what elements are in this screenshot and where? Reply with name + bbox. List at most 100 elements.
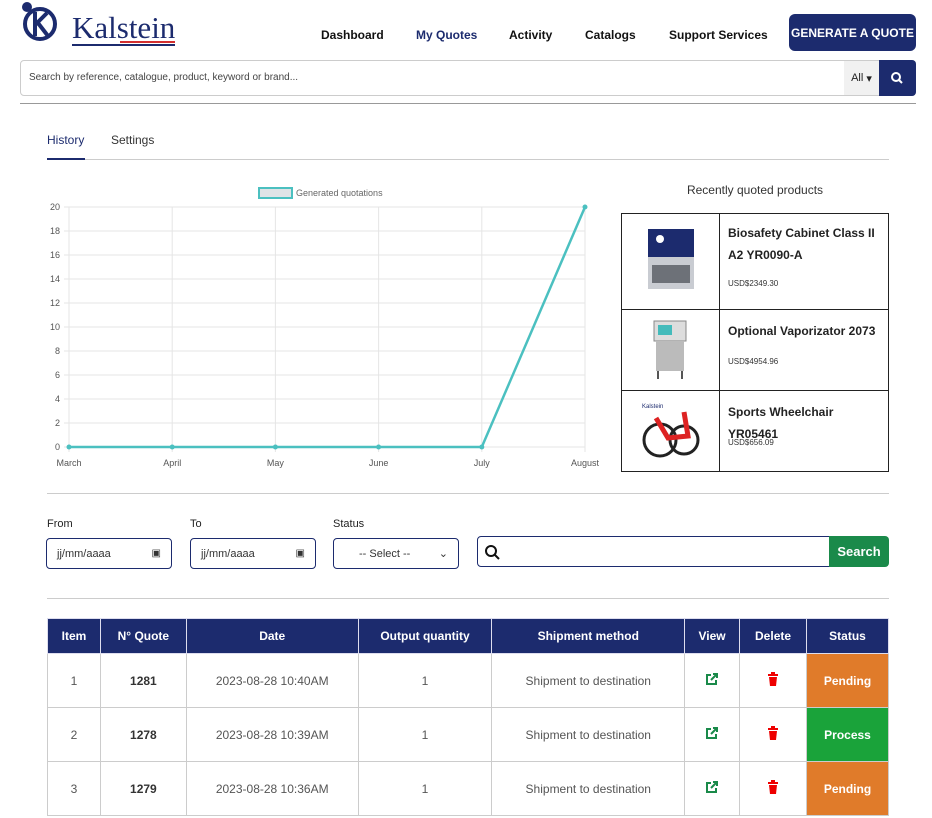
row-divider — [621, 390, 889, 391]
delete-icon[interactable] — [767, 780, 779, 794]
tab[interactable]: Settings — [111, 133, 154, 147]
column-header: Status — [807, 619, 889, 654]
search-button[interactable]: Search — [829, 536, 889, 567]
scope-text: All — [851, 72, 863, 84]
search-button[interactable] — [879, 60, 916, 96]
column-header: N° Quote — [100, 619, 186, 654]
column-header: Delete — [740, 619, 807, 654]
product-price: USD$2349.30 — [728, 279, 778, 288]
nav-link[interactable]: Support Services — [669, 28, 768, 42]
quantity-cell: 1 — [358, 708, 492, 762]
search-icon — [482, 542, 502, 562]
delete-cell — [740, 708, 807, 762]
x-tick-label: June — [369, 458, 389, 468]
data-point — [170, 445, 175, 450]
y-tick-label: 18 — [50, 226, 60, 236]
from-input[interactable]: jj/mm/aaaa▣ — [46, 538, 172, 569]
product-image — [640, 315, 700, 385]
select-text: -- Select -- — [359, 548, 410, 560]
view-icon[interactable] — [705, 780, 719, 794]
search-field[interactable] — [477, 536, 837, 567]
nav-link[interactable]: Dashboard — [321, 28, 384, 42]
generate-quote-button[interactable]: GENERATE A QUOTE — [789, 14, 916, 51]
product-image: Kalstein — [638, 398, 702, 464]
column-header: Output quantity — [358, 619, 492, 654]
divider — [47, 598, 889, 599]
x-tick-label: March — [56, 458, 81, 468]
to-input[interactable]: jj/mm/aaaa▣ — [190, 538, 316, 569]
quote-cell: 1278 — [100, 708, 186, 762]
product-name[interactable]: Optional Vaporizator 2073 — [728, 320, 883, 342]
shipment-cell: Shipment to destination — [492, 654, 685, 708]
view-icon[interactable] — [705, 726, 719, 740]
delete-icon[interactable] — [767, 726, 779, 740]
quote-cell: 1281 — [100, 654, 186, 708]
shipment-cell: Shipment to destination — [492, 762, 685, 816]
y-tick-label: 14 — [50, 274, 60, 284]
data-point — [479, 445, 484, 450]
divider — [20, 103, 916, 104]
date-cell: 2023-08-28 10:40AM — [186, 654, 358, 708]
column-header: Shipment method — [492, 619, 685, 654]
status-cell: Pending — [807, 762, 889, 816]
search-icon — [879, 60, 916, 96]
delete-cell — [740, 654, 807, 708]
product-name[interactable]: Biosafety Cabinet Class II A2 YR0090-A — [728, 222, 883, 266]
quote-cell: 1279 — [100, 762, 186, 816]
row-divider — [621, 309, 889, 310]
logo-text: Kalstein — [72, 10, 175, 46]
table-row: 112812023-08-28 10:40AM1Shipment to dest… — [48, 654, 889, 708]
date-placeholder: jj/mm/aaaa — [201, 548, 255, 560]
x-tick-label: August — [571, 458, 600, 468]
view-cell — [685, 762, 740, 816]
item-cell: 2 — [48, 708, 101, 762]
y-tick-label: 6 — [55, 370, 60, 380]
delete-cell — [740, 762, 807, 816]
shipment-cell: Shipment to destination — [492, 708, 685, 762]
recent-title: Recently quoted products — [621, 183, 889, 197]
tab-indicator — [47, 158, 85, 160]
y-tick-label: 8 — [55, 346, 60, 356]
view-cell — [685, 654, 740, 708]
header-row: ItemN° QuoteDateOutput quantityShipment … — [48, 619, 889, 654]
y-tick-label: 20 — [50, 202, 60, 212]
view-icon[interactable] — [705, 672, 719, 686]
item-cell: 1 — [48, 654, 101, 708]
status-select[interactable]: -- Select --⌄ — [333, 538, 459, 569]
column-header: Item — [48, 619, 101, 654]
status-label: Status — [333, 518, 364, 530]
nav-link[interactable]: Catalogs — [585, 28, 636, 42]
y-tick-label: 12 — [50, 298, 60, 308]
x-tick-label: April — [163, 458, 181, 468]
scope-select[interactable]: All ▾ — [844, 61, 879, 95]
y-tick-label: 0 — [55, 442, 60, 452]
tab-line — [47, 159, 889, 160]
data-point — [583, 205, 588, 210]
item-cell: 3 — [48, 762, 101, 816]
tab[interactable]: History — [47, 133, 84, 147]
quantity-cell: 1 — [358, 654, 492, 708]
column-header: Date — [186, 619, 358, 654]
data-point — [273, 445, 278, 450]
nav-link[interactable]: Activity — [509, 28, 552, 42]
table-row: 312792023-08-28 10:36AM1Shipment to dest… — [48, 762, 889, 816]
chart: 02468101214161820MarchAprilMayJuneJulyAu… — [0, 180, 615, 475]
legend-label: Generated quotations — [296, 188, 383, 198]
product-price: USD$656.09 — [728, 438, 774, 447]
product-image — [640, 225, 700, 297]
view-cell — [685, 708, 740, 762]
date-placeholder: jj/mm/aaaa — [57, 548, 111, 560]
y-tick-label: 10 — [50, 322, 60, 332]
nav-link[interactable]: My Quotes — [416, 28, 477, 42]
date-cell: 2023-08-28 10:39AM — [186, 708, 358, 762]
quotes-table: ItemN° QuoteDateOutput quantityShipment … — [47, 618, 889, 816]
search-input[interactable]: Search by reference, catalogue, product,… — [29, 72, 298, 83]
y-tick-label: 16 — [50, 250, 60, 260]
svg-text:Kalstein: Kalstein — [642, 404, 663, 410]
product-price: USD$4954.96 — [728, 357, 778, 366]
delete-icon[interactable] — [767, 672, 779, 686]
data-point — [67, 445, 72, 450]
x-tick-label: May — [267, 458, 285, 468]
legend-swatch — [259, 188, 292, 198]
